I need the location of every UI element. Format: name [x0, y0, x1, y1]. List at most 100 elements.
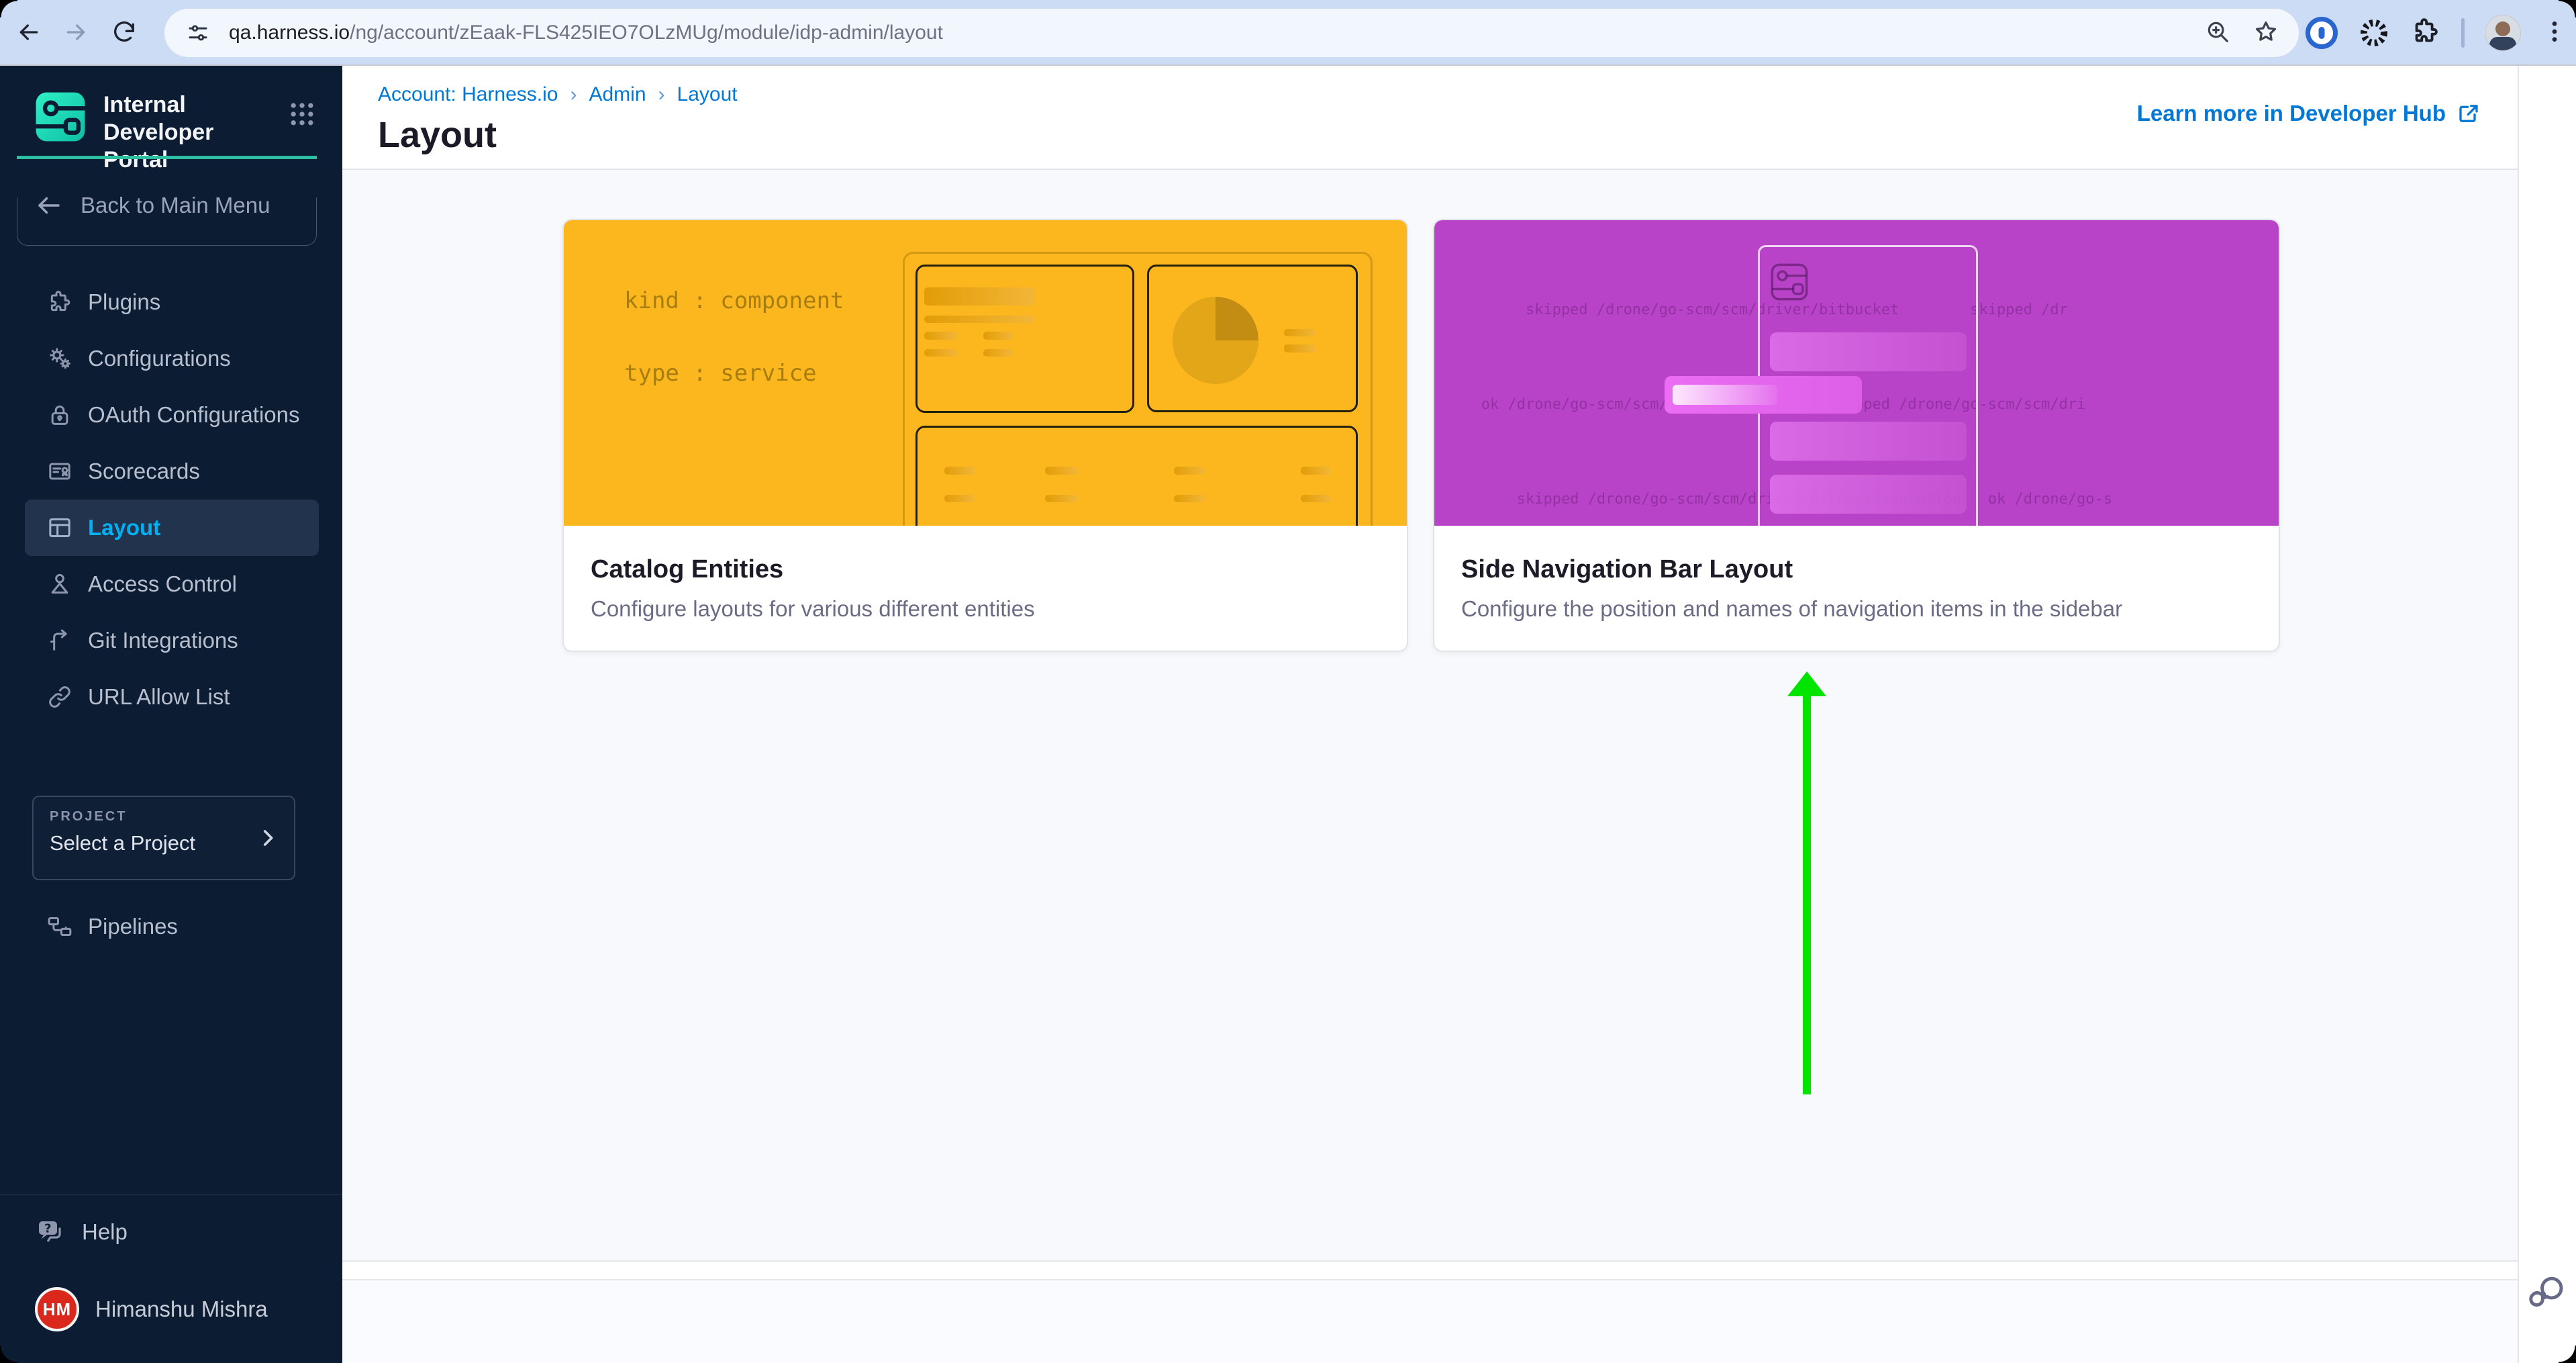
- mock-nav-item: [1770, 422, 1967, 461]
- content-area: kind : component type : service: [342, 170, 2518, 1260]
- sidebar-item-label: Plugins: [88, 289, 161, 314]
- sidebar-item-label: Git Integrations: [88, 628, 238, 653]
- mock-nav-item: [1770, 475, 1967, 514]
- zoom-icon[interactable]: [2205, 19, 2230, 48]
- page-bottom-area: [342, 1280, 2518, 1363]
- project-label: PROJECT: [50, 809, 128, 824]
- sidebar-item-plugins[interactable]: Plugins: [25, 274, 319, 330]
- person-icon: [46, 571, 73, 598]
- screen-corner: [2559, 1346, 2576, 1363]
- screen-corner: [0, 1346, 17, 1363]
- user-menu[interactable]: HM Himanshu Mishra: [35, 1285, 268, 1333]
- back-icon[interactable]: [13, 17, 44, 48]
- url-text[interactable]: qa.harness.io/ng/account/zEaak-FLS425IEO…: [229, 21, 2205, 44]
- breadcrumb-account[interactable]: Account: Harness.io: [378, 83, 558, 105]
- sidebar-item-oauth-configurations[interactable]: OAuth Configurations: [25, 387, 319, 443]
- card-title: Side Navigation Bar Layout: [1461, 555, 1793, 583]
- kebab-menu-icon[interactable]: [2541, 18, 2568, 48]
- mock-pie-card: [1147, 265, 1358, 412]
- mock-table-card: [915, 426, 1358, 526]
- sidebar-item-scorecards[interactable]: Scorecards: [25, 443, 319, 500]
- mock-nav-item-highlighted: [1665, 376, 1862, 414]
- screen-corner: [2559, 0, 2576, 17]
- sidebar-item-label: Pipelines: [88, 914, 178, 939]
- catalog-entities-card[interactable]: kind : component type : service: [562, 219, 1408, 652]
- toolbar-separator: [2461, 18, 2465, 48]
- page-title: Layout: [378, 115, 497, 155]
- catalog-entities-illustration: kind : component type : service: [564, 220, 1407, 526]
- url-bar[interactable]: qa.harness.io/ng/account/zEaak-FLS425IEO…: [164, 9, 2299, 57]
- yaml-snippet: kind : component type : service: [624, 287, 844, 387]
- sidebar: Internal Developer Portal Back to Main M…: [0, 66, 342, 1363]
- link-icon: [46, 684, 73, 710]
- refresh-icon[interactable]: [109, 17, 140, 48]
- dashboard-mock-frame: [903, 252, 1373, 526]
- extensions-puzzle-icon[interactable]: [2410, 16, 2441, 50]
- url-path: /ng/account/zEaak-FLS425IEO7OLzMUg/modul…: [350, 21, 943, 44]
- forward-icon[interactable]: [60, 17, 91, 48]
- side-nav-illustration: skipped /drone/go-scm/scm/driver/bitbuck…: [1434, 220, 2279, 526]
- sidebar-item-git-integrations[interactable]: Git Integrations: [25, 612, 319, 669]
- url-domain: qa.harness.io: [229, 21, 350, 44]
- help-chat-icon: ?: [39, 1221, 61, 1242]
- left-arrow-icon: [38, 197, 60, 214]
- mock-nav-item-label-bar: [1673, 385, 1777, 405]
- idp-logo-icon: [36, 92, 85, 142]
- external-link-icon: [2459, 105, 2478, 122]
- gears-icon: [46, 345, 73, 372]
- mock-nav-item: [1770, 332, 1967, 371]
- sidebar-item-label: Scorecards: [88, 459, 200, 483]
- content-bottom-strip: [342, 1260, 2518, 1280]
- user-avatar: HM: [35, 1287, 79, 1331]
- onepassword-extension-icon[interactable]: [2306, 17, 2338, 49]
- side-nav-layout-card[interactable]: skipped /drone/go-scm/scm/driver/bitbuck…: [1433, 219, 2280, 652]
- puzzle-icon: [46, 289, 73, 316]
- mock-info-card: [915, 265, 1134, 413]
- sidebar-item-configurations[interactable]: Configurations: [25, 330, 319, 387]
- product-title: Internal Developer Portal: [103, 92, 214, 173]
- back-section-outline: [17, 197, 317, 246]
- card-description: Configure layouts for various different …: [591, 596, 1035, 621]
- sidebar-item-label: Layout: [88, 515, 161, 540]
- page-header: Account: Harness.io › Admin › Layout Lay…: [342, 66, 2576, 170]
- bookmark-star-icon[interactable]: [2253, 19, 2279, 48]
- pipelines-icon: [46, 913, 73, 940]
- chevron-separator: ›: [570, 83, 577, 105]
- project-value: Select a Project: [50, 831, 196, 855]
- green-arrow-annotation: [1787, 671, 1826, 696]
- back-label: Back to Main Menu: [81, 193, 270, 218]
- user-name: Himanshu Mishra: [95, 1297, 268, 1321]
- lock-icon: [46, 402, 73, 428]
- pie-chart-shape: [1173, 297, 1258, 384]
- sidebar-item-access-control[interactable]: Access Control: [25, 556, 319, 612]
- back-to-main-menu[interactable]: Back to Main Menu: [35, 185, 270, 226]
- learn-more-label: Learn more in Developer Hub: [2136, 101, 2446, 126]
- app-grid-icon[interactable]: [287, 99, 317, 132]
- project-selector[interactable]: PROJECT Select a Project: [32, 796, 295, 880]
- breadcrumb: Account: Harness.io › Admin › Layout: [378, 83, 738, 106]
- starburst-extension-icon[interactable]: [2358, 17, 2390, 49]
- learn-more-link[interactable]: Learn more in Developer Hub: [2137, 101, 2481, 126]
- chat-bubbles-icon[interactable]: [2526, 1271, 2567, 1313]
- browser-toolbar: qa.harness.io/ng/account/zEaak-FLS425IEO…: [0, 0, 2576, 66]
- sidebar-item-pipelines[interactable]: Pipelines: [25, 898, 319, 955]
- sidebar-item-label: OAuth Configurations: [88, 402, 300, 427]
- branch-icon: [46, 627, 73, 654]
- help-button[interactable]: ? Help: [35, 1211, 128, 1254]
- green-arrow-shaft: [1803, 694, 1811, 1094]
- breadcrumb-admin[interactable]: Admin: [589, 83, 646, 105]
- mini-idp-logo-icon: [1771, 263, 1808, 301]
- scorecard-icon: [46, 458, 73, 485]
- site-settings-icon[interactable]: [178, 13, 218, 53]
- svg-text:?: ?: [44, 1221, 51, 1235]
- teal-divider: [17, 156, 317, 159]
- sidebar-item-url-allow-list[interactable]: URL Allow List: [25, 669, 319, 725]
- breadcrumb-layout[interactable]: Layout: [677, 83, 738, 105]
- sidebar-item-layout[interactable]: Layout: [25, 500, 319, 556]
- sidebar-item-label: Configurations: [88, 346, 231, 371]
- browser-profile-avatar[interactable]: [2485, 15, 2521, 51]
- right-rail: [2518, 66, 2576, 1363]
- layout-icon: [46, 514, 73, 541]
- chevron-separator: ›: [658, 83, 665, 105]
